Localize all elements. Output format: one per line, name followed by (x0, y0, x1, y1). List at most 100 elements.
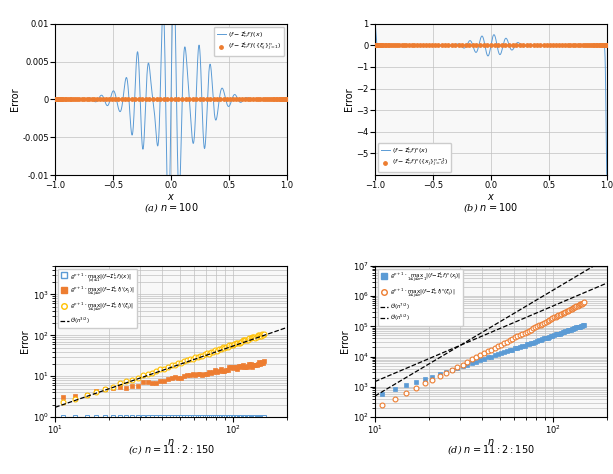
Line: $(f - \mathcal{I}_n^L f)'(x)$: $(f - \mathcal{I}_n^L f)'(x)$ (55, 0, 287, 219)
$(f - \mathcal{I}_n^L f)'(\{\xi_j\}_{j=1}^n)$ (191, 96, 201, 103)
$(f - \mathcal{I}_n^L f)''(\{x_j\}_{j=0}^{n-1})$ (600, 42, 610, 49)
Text: (b) $n = 100$: (b) $n = 100$ (463, 201, 519, 214)
$(f - \mathcal{I}_n^L f)'(\{\xi_j\}_{j=1}^n)$ (251, 96, 261, 103)
$(f - \mathcal{I}_n^L f)''(\{x_j\}_{j=0}^{n-1})$ (392, 42, 402, 49)
$(f - \mathcal{I}_n^L f)''(x)$ (603, 172, 611, 178)
$(f - \mathcal{I}_n^L f)'(\{\xi_j\}_{j=1}^n)$ (185, 96, 194, 103)
$(f - \mathcal{I}_n^L f)'(\{\xi_j\}_{j=1}^n)$ (162, 96, 172, 103)
$(f - \mathcal{I}_n^L f)''(\{x_j\}_{j=0}^{n-1})$ (560, 42, 569, 49)
$(f - \mathcal{I}_n^L f)'(\{\xi_j\}_{j=1}^n)$ (75, 96, 85, 103)
$(f - \mathcal{I}_n^L f)'(\{\xi_j\}_{j=1}^n)$ (117, 96, 127, 103)
$(f - \mathcal{I}_n^L f)''(\{x_j\}_{j=0}^{n-1})$ (379, 42, 389, 49)
$(f - \mathcal{I}_n^L f)'(\{\xi_j\}_{j=1}^n)$ (262, 96, 272, 103)
X-axis label: $n$: $n$ (487, 437, 495, 447)
$(f - \mathcal{I}_n^L f)'(\{\xi_j\}_{j=1}^n)$ (228, 96, 238, 103)
$(f - \mathcal{I}_n^L f)''(\{x_j\}_{j=0}^{n-1})$ (412, 42, 422, 49)
$(f - \mathcal{I}_n^L f)'(\{\xi_j\}_{j=1}^n)$ (51, 96, 61, 103)
$(f - \mathcal{I}_n^L f)''(\{x_j\}_{j=0}^{n-1})$ (532, 42, 542, 49)
$(f - \mathcal{I}_n^L f)''(\{x_j\}_{j=0}^{n-1})$ (479, 42, 489, 49)
$(f - \mathcal{I}_n^L f)''(\{x_j\}_{j=0}^{n-1})$ (592, 42, 602, 49)
$(f - \mathcal{I}_n^L f)''(\{x_j\}_{j=0}^{n-1})$ (548, 42, 558, 49)
$(f - \mathcal{I}_n^L f)''(x)$ (411, 43, 419, 48)
$(f - \mathcal{I}_n^L f)'(\{\xi_j\}_{j=1}^n)$ (260, 96, 270, 103)
$(f - \mathcal{I}_n^L f)'(x)$ (150, 107, 158, 112)
$(f - \mathcal{I}_n^L f)''(\{x_j\}_{j=0}^{n-1})$ (461, 42, 471, 49)
$(f - \mathcal{I}_n^L f)''(\{x_j\}_{j=0}^{n-1})$ (542, 42, 552, 49)
$(f - \mathcal{I}_n^L f)'(\{\xi_j\}_{j=1}^n)$ (113, 96, 123, 103)
$(f - \mathcal{I}_n^L f)'(\{\xi_j\}_{j=1}^n)$ (56, 96, 66, 103)
$(f - \mathcal{I}_n^L f)''(\{x_j\}_{j=0}^{n-1})$ (602, 42, 612, 49)
$(f - \mathcal{I}_n^L f)''(\{x_j\}_{j=0}^{n-1})$ (501, 42, 511, 49)
$(f - \mathcal{I}_n^L f)''(\{x_j\}_{j=0}^{n-1})$ (406, 42, 416, 49)
$(f - \mathcal{I}_n^L f)''(\{x_j\}_{j=0}^{n-1})$ (582, 42, 592, 49)
$(f - \mathcal{I}_n^L f)''(\{x_j\}_{j=0}^{n-1})$ (601, 42, 611, 49)
$(f - \mathcal{I}_n^L f)''(x)$ (371, 21, 379, 27)
Legend: $(f - \mathcal{I}_n^L f)''(x)$, $(f - \mathcal{I}_n^L f)''(\{x_j\}_{j=0}^{n-1})$: $(f - \mathcal{I}_n^L f)''(x)$, $(f - \m… (378, 143, 451, 172)
$(f - \mathcal{I}_n^L f)'(\{\xi_j\}_{j=1}^n)$ (54, 96, 64, 103)
$(f - \mathcal{I}_n^L f)''(\{x_j\}_{j=0}^{n-1})$ (589, 42, 599, 49)
Legend: $(f - \mathcal{I}_n^L f)'(x)$, $(f - \mathcal{I}_n^L f)'(\{\xi_j\}_{j=1}^n)$: $(f - \mathcal{I}_n^L f)'(x)$, $(f - \ma… (214, 27, 284, 56)
$(f - \mathcal{I}_n^L f)'(\{\xi_j\}_{j=1}^n)$ (70, 96, 80, 103)
$(f - \mathcal{I}_n^L f)''(\{x_j\}_{j=0}^{n-1})$ (371, 42, 381, 49)
$(f - \mathcal{I}_n^L f)'(\{\xi_j\}_{j=1}^n)$ (101, 96, 111, 103)
$(f - \mathcal{I}_n^L f)'(\{\xi_j\}_{j=1}^n)$ (268, 96, 278, 103)
$(f - \mathcal{I}_n^L f)'(\{\xi_j\}_{j=1}^n)$ (72, 96, 82, 103)
$(f - \mathcal{I}_n^L f)'(\{\xi_j\}_{j=1}^n)$ (159, 96, 169, 103)
$(f - \mathcal{I}_n^L f)'(\{\xi_j\}_{j=1}^n)$ (148, 96, 158, 103)
$(f - \mathcal{I}_n^L f)''(\{x_j\}_{j=0}^{n-1})$ (424, 42, 434, 49)
$(f - \mathcal{I}_n^L f)''(\{x_j\}_{j=0}^{n-1})$ (482, 42, 492, 49)
$(f - \mathcal{I}_n^L f)''(\{x_j\}_{j=0}^{n-1})$ (457, 42, 467, 49)
$(f - \mathcal{I}_n^L f)'(\{\xi_j\}_{j=1}^n)$ (52, 96, 62, 103)
X-axis label: $n$: $n$ (167, 437, 175, 447)
$(f - \mathcal{I}_n^L f)''(\{x_j\}_{j=0}^{n-1})$ (418, 42, 428, 49)
$(f - \mathcal{I}_n^L f)''(\{x_j\}_{j=0}^{n-1})$ (450, 42, 460, 49)
$(f - \mathcal{I}_n^L f)'(\{\xi_j\}_{j=1}^n)$ (66, 96, 76, 103)
$(f - \mathcal{I}_n^L f)''(\{x_j\}_{j=0}^{n-1})$ (515, 42, 525, 49)
$(f - \mathcal{I}_n^L f)''(\{x_j\}_{j=0}^{n-1})$ (586, 42, 596, 49)
$(f - \mathcal{I}_n^L f)'(\{\xi_j\}_{j=1}^n)$ (177, 96, 187, 103)
$(f - \mathcal{I}_n^L f)''(\{x_j\}_{j=0}^{n-1})$ (554, 42, 564, 49)
$(f - \mathcal{I}_n^L f)''(\{x_j\}_{j=0}^{n-1})$ (375, 42, 384, 49)
$(f - \mathcal{I}_n^L f)'(\{\xi_j\}_{j=1}^n)$ (202, 96, 212, 103)
$(f - \mathcal{I}_n^L f)'(\{\xi_j\}_{j=1}^n)$ (104, 96, 114, 103)
$(f - \mathcal{I}_n^L f)'(\{\xi_j\}_{j=1}^n)$ (131, 96, 140, 103)
$(f - \mathcal{I}_n^L f)''(x)$ (470, 46, 478, 52)
X-axis label: $x$: $x$ (487, 191, 495, 201)
$(f - \mathcal{I}_n^L f)'(x)$ (78, 97, 85, 103)
$(f - \mathcal{I}_n^L f)'(\{\xi_j\}_{j=1}^n)$ (87, 96, 97, 103)
$(f - \mathcal{I}_n^L f)''(\{x_j\}_{j=0}^{n-1})$ (573, 42, 583, 49)
$(f - \mathcal{I}_n^L f)'(\{\xi_j\}_{j=1}^n)$ (58, 96, 68, 103)
$(f - \mathcal{I}_n^L f)''(\{x_j\}_{j=0}^{n-1})$ (595, 42, 605, 49)
$(f - \mathcal{I}_n^L f)'(x)$ (165, 217, 172, 222)
Text: (a) $n = 100$: (a) $n = 100$ (144, 201, 199, 214)
$(f - \mathcal{I}_n^L f)'(\{\xi_j\}_{j=1}^n)$ (51, 96, 61, 103)
$(f - \mathcal{I}_n^L f)'(\{\xi_j\}_{j=1}^n)$ (84, 96, 94, 103)
$(f - \mathcal{I}_n^L f)''(\{x_j\}_{j=0}^{n-1})$ (568, 42, 578, 49)
$(f - \mathcal{I}_n^L f)'(\{\xi_j\}_{j=1}^n)$ (212, 96, 222, 103)
$(f - \mathcal{I}_n^L f)''(\{x_j\}_{j=0}^{n-1})$ (370, 42, 380, 49)
$(f - \mathcal{I}_n^L f)'(\{\xi_j\}_{j=1}^n)$ (266, 96, 276, 103)
$(f - \mathcal{I}_n^L f)'(\{\xi_j\}_{j=1}^n)$ (89, 96, 99, 103)
Text: (d) $n = 11:2:150$: (d) $n = 11:2:150$ (447, 443, 535, 456)
$(f - \mathcal{I}_n^L f)'(\{\xi_j\}_{j=1}^n)$ (127, 96, 137, 103)
$(f - \mathcal{I}_n^L f)''(x)$ (460, 45, 468, 51)
$(f - \mathcal{I}_n^L f)'(\{\xi_j\}_{j=1}^n)$ (199, 96, 208, 103)
$(f - \mathcal{I}_n^L f)''(\{x_j\}_{j=0}^{n-1})$ (395, 42, 405, 49)
$(f - \mathcal{I}_n^L f)'(\{\xi_j\}_{j=1}^n)$ (219, 96, 229, 103)
$(f - \mathcal{I}_n^L f)''(\{x_j\}_{j=0}^{n-1})$ (599, 42, 609, 49)
$(f - \mathcal{I}_n^L f)''(\{x_j\}_{j=0}^{n-1})$ (565, 42, 575, 49)
$(f - \mathcal{I}_n^L f)''(\{x_j\}_{j=0}^{n-1})$ (378, 42, 388, 49)
$(f - \mathcal{I}_n^L f)''(\{x_j\}_{j=0}^{n-1})$ (539, 42, 549, 49)
$(f - \mathcal{I}_n^L f)''(\{x_j\}_{j=0}^{n-1})$ (371, 42, 381, 49)
$(f - \mathcal{I}_n^L f)'(\{\xi_j\}_{j=1}^n)$ (68, 96, 78, 103)
$(f - \mathcal{I}_n^L f)'(\{\xi_j\}_{j=1}^n)$ (257, 96, 267, 103)
$(f - \mathcal{I}_n^L f)''(\{x_j\}_{j=0}^{n-1})$ (384, 42, 394, 49)
$(f - \mathcal{I}_n^L f)'(\{\xi_j\}_{j=1}^n)$ (181, 96, 191, 103)
$(f - \mathcal{I}_n^L f)''(\{x_j\}_{j=0}^{n-1})$ (577, 42, 587, 49)
$(f - \mathcal{I}_n^L f)'(\{\xi_j\}_{j=1}^n)$ (276, 96, 286, 103)
$(f - \mathcal{I}_n^L f)''(\{x_j\}_{j=0}^{n-1})$ (447, 42, 457, 49)
$(f - \mathcal{I}_n^L f)''(\{x_j\}_{j=0}^{n-1})$ (468, 42, 478, 49)
$(f - \mathcal{I}_n^L f)'(\{\xi_j\}_{j=1}^n)$ (120, 96, 130, 103)
Y-axis label: Error: Error (20, 329, 30, 353)
$(f - \mathcal{I}_n^L f)''(\{x_j\}_{j=0}^{n-1})$ (374, 42, 384, 49)
